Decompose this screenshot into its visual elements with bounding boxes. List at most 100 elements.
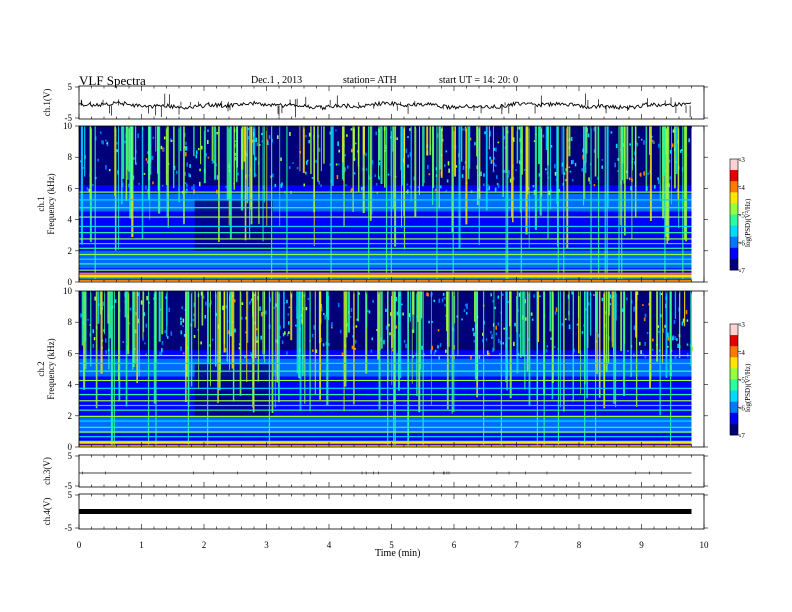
noise-speckle	[447, 161, 450, 166]
sferic-streak	[218, 291, 221, 391]
noise-speckle	[630, 186, 632, 191]
sferic-streak	[214, 291, 217, 367]
noise-speckle	[409, 152, 412, 157]
plot-marks-layer	[78, 93, 692, 514]
noise-speckle	[409, 128, 411, 131]
sferic-streak	[178, 126, 180, 203]
sferic-streak	[549, 126, 552, 210]
colorbar-swatch	[730, 172, 738, 177]
sferic-streak	[185, 291, 187, 334]
noise-speckle	[496, 182, 499, 186]
freq-band	[79, 233, 692, 238]
sferic-full	[664, 126, 666, 282]
noise-speckle	[490, 330, 492, 334]
noise-speckle	[146, 295, 148, 301]
sferic-streak	[262, 126, 264, 242]
narrowband-line	[79, 238, 692, 240]
noise-speckle	[489, 130, 491, 134]
noise-speckle	[222, 305, 224, 311]
noise-speckle	[601, 165, 604, 169]
noise-speckle	[438, 356, 440, 360]
noise-speckle	[286, 332, 289, 337]
noise-speckle	[296, 166, 299, 170]
noise-speckle	[188, 172, 190, 177]
axes-ch1: 5 -5 ch.1(V)	[42, 82, 708, 123]
noise-speckle	[485, 338, 488, 341]
colorbar-swatch	[730, 401, 738, 405]
noise-speckle	[175, 170, 178, 174]
noise-speckle	[633, 306, 636, 309]
noise-speckle	[184, 182, 187, 185]
sferic-streak	[233, 126, 236, 190]
noise-speckle	[428, 173, 431, 176]
noise-speckle	[446, 179, 449, 183]
colorbar-swatch	[730, 335, 738, 339]
sferic-full	[187, 291, 189, 447]
narrowband-line	[79, 216, 692, 218]
sferic-streak	[519, 291, 522, 358]
sferic-streak	[378, 291, 381, 410]
sferic-streak	[615, 291, 617, 408]
noise-speckle	[667, 336, 670, 341]
sferic-streak	[343, 126, 345, 227]
y-axis-label: Frequency (kHz)	[46, 173, 56, 234]
narrowband-line	[79, 277, 692, 279]
sferic-streak	[158, 126, 161, 214]
noise-speckle	[315, 349, 318, 353]
sferic-streak	[410, 126, 412, 202]
sferic-streak	[392, 126, 394, 209]
sferic-streak	[128, 126, 131, 172]
noise-speckle	[346, 165, 349, 169]
noise-speckle	[532, 185, 535, 188]
sferic-streak	[211, 126, 214, 161]
sferic-streak	[429, 126, 432, 156]
noise-speckle	[180, 320, 182, 326]
sferic-streak	[228, 126, 230, 226]
noise-speckle	[563, 172, 566, 175]
colorbar-swatch	[730, 407, 738, 411]
noise-speckle	[495, 147, 497, 152]
noise-speckle	[482, 332, 484, 336]
freq-band	[79, 211, 692, 216]
sferic-streak	[583, 126, 585, 206]
noise-speckle	[412, 355, 415, 359]
sferic-streak	[362, 126, 365, 214]
noise-speckle	[345, 184, 347, 187]
sferic-streak	[117, 126, 120, 250]
freq-band	[79, 215, 692, 221]
sferic-streak	[172, 126, 175, 189]
noise-speckle	[433, 299, 436, 303]
sferic-streak	[614, 291, 617, 321]
noise-speckle	[527, 187, 530, 190]
noise-speckle	[180, 317, 182, 321]
noise-speckle	[320, 184, 322, 187]
sferic-streak	[577, 291, 580, 354]
noise-speckle	[263, 185, 265, 190]
sferic-streak	[586, 291, 589, 348]
narrowband-line	[79, 440, 692, 442]
noise-speckle	[189, 174, 191, 178]
sferic-streak	[236, 126, 239, 168]
colorbar-swatch	[730, 343, 738, 347]
colorbar-swatch	[730, 181, 738, 185]
sferic-streak	[296, 291, 299, 374]
noise-speckle	[545, 168, 547, 171]
noise-speckle	[255, 174, 257, 177]
sferic-streak	[142, 291, 144, 339]
station-label: station= ATH	[343, 75, 397, 86]
noise-speckle	[652, 338, 654, 342]
sferic-streak	[659, 291, 661, 416]
noise-speckle	[88, 188, 91, 193]
noise-speckle	[484, 131, 486, 135]
sferic-streak	[488, 126, 490, 150]
sferic-streak	[596, 291, 598, 333]
noise-speckle	[439, 343, 442, 347]
sferic-streak	[509, 291, 512, 399]
noise-speckle	[445, 349, 447, 353]
sferic-streak	[598, 291, 601, 398]
noise-speckle	[287, 321, 290, 325]
noise-speckle	[197, 328, 199, 331]
noise-speckle	[331, 326, 333, 329]
sferic-streak	[109, 291, 112, 339]
